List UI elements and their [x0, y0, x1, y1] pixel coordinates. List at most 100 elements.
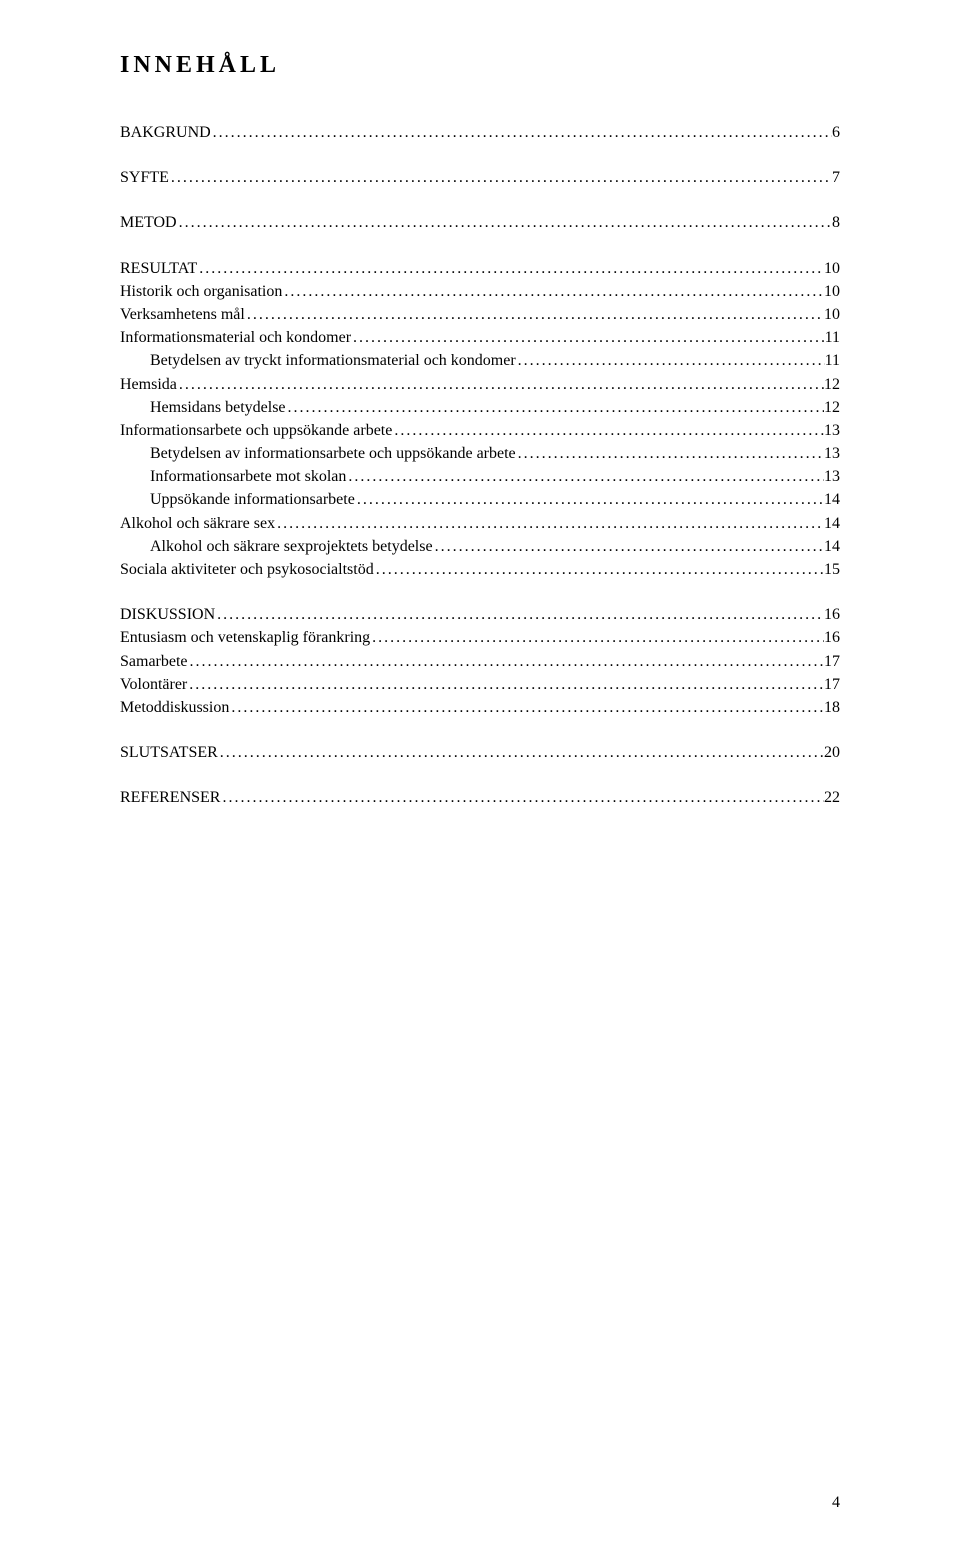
toc-entry-page: 11 — [825, 349, 840, 372]
toc-gap — [120, 581, 840, 603]
toc-leader-dots — [245, 303, 824, 326]
toc-entry-label: SLUTSATSER — [120, 741, 218, 764]
toc-leader-dots — [392, 419, 824, 442]
toc-entry-label: Betydelsen av tryckt informationsmateria… — [150, 349, 516, 372]
toc-entry: Volontärer 17 — [120, 673, 840, 696]
toc-entry: Informationsarbete mot skolan 13 — [120, 465, 840, 488]
toc-entry: Alkohol och säkrare sex14 — [120, 512, 840, 535]
toc-gap — [120, 235, 840, 257]
toc-entry: DISKUSSION 16 — [120, 603, 840, 626]
toc-entry-label: Hemsidans betydelse — [150, 396, 286, 419]
toc-entry-label: DISKUSSION — [120, 603, 215, 626]
toc-entry-page: 13 — [824, 442, 840, 465]
toc-entry-label: Informationsmaterial och kondomer — [120, 326, 351, 349]
toc-entry-page: 6 — [832, 121, 840, 144]
toc-entry-page: 12 — [824, 373, 840, 396]
toc-entry: Informationsarbete och uppsökande arbete… — [120, 419, 840, 442]
toc-leader-dots — [187, 673, 824, 696]
toc-leader-dots — [229, 696, 824, 719]
toc-entry-label: BAKGRUND — [120, 121, 211, 144]
toc-entry-label: Entusiasm och vetenskaplig förankring — [120, 626, 370, 649]
toc-leader-dots — [351, 326, 825, 349]
toc-entry: RESULTAT 10 — [120, 257, 840, 280]
toc-entry: Informationsmaterial och kondomer 11 — [120, 326, 840, 349]
toc-entry-label: Historik och organisation — [120, 280, 282, 303]
toc-entry-label: Betydelsen av informationsarbete och upp… — [150, 442, 516, 465]
toc-entry-page: 16 — [824, 626, 840, 649]
toc-entry-page: 18 — [824, 696, 840, 719]
toc-leader-dots — [197, 257, 824, 280]
toc-entry-page: 13 — [824, 419, 840, 442]
toc-entry-page: 14 — [824, 535, 840, 558]
toc-entry: Sociala aktiviteter och psykosocialtstöd… — [120, 558, 840, 581]
toc-entry: Alkohol och säkrare sexprojektets betyde… — [120, 535, 840, 558]
toc-entry-label: Uppsökande informationsarbete — [150, 488, 355, 511]
toc-entry-label: Sociala aktiviteter och psykosocialtstöd — [120, 558, 374, 581]
toc-entry-label: Samarbete — [120, 650, 188, 673]
toc-gap — [120, 144, 840, 166]
toc-entry: Betydelsen av informationsarbete och upp… — [120, 442, 840, 465]
toc-entry-page: 17 — [824, 650, 840, 673]
toc-entry: METOD 8 — [120, 211, 840, 234]
toc-entry-page: 20 — [824, 741, 840, 764]
toc-entry-page: 7 — [832, 166, 840, 189]
toc-leader-dots — [286, 396, 824, 419]
toc-entry-label: REFERENSER — [120, 786, 220, 809]
toc-entry-page: 17 — [824, 673, 840, 696]
toc-entry: Hemsida 12 — [120, 373, 840, 396]
page-number: 4 — [832, 1494, 840, 1512]
toc-leader-dots — [211, 121, 832, 144]
toc-leader-dots — [282, 280, 824, 303]
toc-leader-dots — [218, 741, 824, 764]
toc-entry-label: Metoddiskussion — [120, 696, 229, 719]
toc-entry: Verksamhetens mål 10 — [120, 303, 840, 326]
toc-entry: Historik och organisation 10 — [120, 280, 840, 303]
toc-entry-page: 8 — [832, 211, 840, 234]
toc-entry: Entusiasm och vetenskaplig förankring 16 — [120, 626, 840, 649]
toc-leader-dots — [169, 166, 832, 189]
toc-leader-dots — [355, 488, 824, 511]
toc-leader-dots — [215, 603, 824, 626]
toc-entry-label: Informationsarbete och uppsökande arbete — [120, 419, 392, 442]
toc-entry-label: RESULTAT — [120, 257, 197, 280]
toc-entry: Metoddiskussion 18 — [120, 696, 840, 719]
toc-entry-page: 22 — [824, 786, 840, 809]
toc-entry: Samarbete 17 — [120, 650, 840, 673]
toc-entry: REFERENSER 22 — [120, 786, 840, 809]
toc-leader-dots — [220, 786, 824, 809]
toc-entry-page: 11 — [825, 326, 840, 349]
toc-leader-dots — [188, 650, 824, 673]
toc-entry-page: 15 — [824, 558, 840, 581]
toc-leader-dots — [370, 626, 824, 649]
page-title: INNEHÅLL — [120, 52, 840, 79]
toc-entry-label: Informationsarbete mot skolan — [150, 465, 346, 488]
table-of-contents: BAKGRUND6SYFTE7METOD8RESULTAT10Historik … — [120, 121, 840, 810]
toc-leader-dots — [177, 373, 824, 396]
toc-entry: BAKGRUND 6 — [120, 121, 840, 144]
toc-entry-page: 10 — [824, 280, 840, 303]
toc-leader-dots — [346, 465, 824, 488]
toc-entry-page: 12 — [824, 396, 840, 419]
toc-entry-label: Volontärer — [120, 673, 187, 696]
toc-entry: Betydelsen av tryckt informationsmateria… — [120, 349, 840, 372]
toc-entry-label: Verksamhetens mål — [120, 303, 245, 326]
toc-gap — [120, 719, 840, 741]
toc-entry-page: 10 — [824, 257, 840, 280]
toc-entry: SLUTSATSER 20 — [120, 741, 840, 764]
toc-entry: SYFTE7 — [120, 166, 840, 189]
toc-entry-page: 14 — [824, 512, 840, 535]
toc-entry-label: METOD — [120, 211, 177, 234]
toc-entry: Uppsökande informationsarbete 14 — [120, 488, 840, 511]
toc-entry-page: 14 — [824, 488, 840, 511]
toc-leader-dots — [374, 558, 824, 581]
toc-entry-page: 10 — [824, 303, 840, 326]
toc-gap — [120, 189, 840, 211]
toc-leader-dots — [516, 349, 825, 372]
toc-entry-label: Hemsida — [120, 373, 177, 396]
toc-entry-label: Alkohol och säkrare sexprojektets betyde… — [150, 535, 433, 558]
document-page: INNEHÅLL BAKGRUND 6 SYFTE7 METOD 8 RESULTAT 10… — [0, 0, 960, 1558]
toc-entry-page: 13 — [824, 465, 840, 488]
toc-entry-page: 16 — [824, 603, 840, 626]
toc-gap — [120, 764, 840, 786]
toc-leader-dots — [433, 535, 824, 558]
